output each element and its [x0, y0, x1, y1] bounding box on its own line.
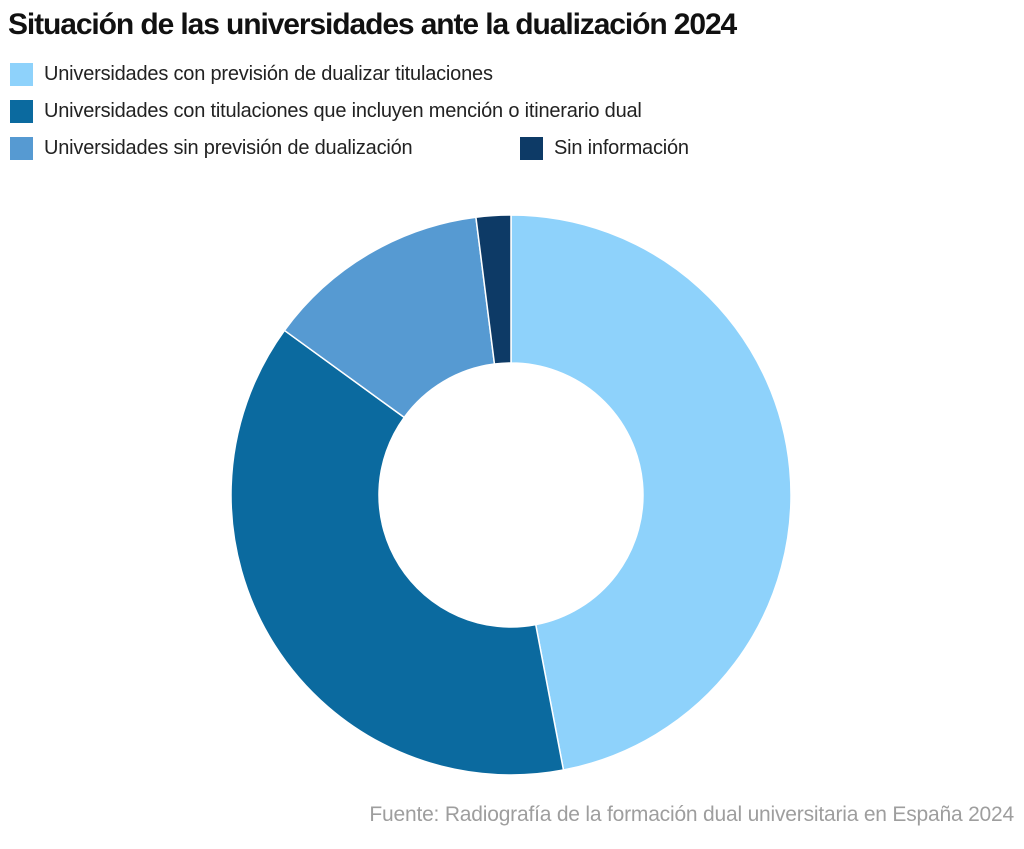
legend-swatch-light-blue [10, 63, 33, 86]
legend-label: Universidades con titulaciones que inclu… [44, 100, 642, 122]
legend-item-titulaciones-dual: Universidades con titulaciones que inclu… [10, 100, 642, 123]
donut-slice [283, 216, 496, 419]
legend-row: Universidades con titulaciones que inclu… [10, 100, 1010, 123]
chart-title: Situación de las universidades ante la d… [8, 8, 737, 41]
legend-row: Universidades sin previsión de dualizaci… [10, 137, 1010, 160]
donut-slice [475, 214, 512, 365]
legend-label: Universidades con previsión de dualizar … [44, 63, 493, 85]
legend-item-prevision-dualizar: Universidades con previsión de dualizar … [10, 63, 493, 86]
source-note: Fuente: Radiografía de la formación dual… [369, 803, 1014, 826]
donut-slice [510, 214, 792, 771]
legend-item-sin-informacion: Sin información [520, 137, 689, 160]
legend-row: Universidades con previsión de dualizar … [10, 63, 1010, 86]
legend-label: Sin información [554, 137, 689, 159]
legend: Universidades con previsión de dualizar … [10, 63, 1010, 174]
legend-swatch-dark-blue [10, 100, 33, 123]
legend-item-sin-prevision: Universidades sin previsión de dualizaci… [10, 137, 520, 160]
donut-chart [230, 214, 792, 776]
legend-swatch-medium-blue [10, 137, 33, 160]
donut-slice [230, 329, 565, 776]
legend-swatch-navy [520, 137, 543, 160]
legend-label: Universidades sin previsión de dualizaci… [44, 137, 413, 159]
